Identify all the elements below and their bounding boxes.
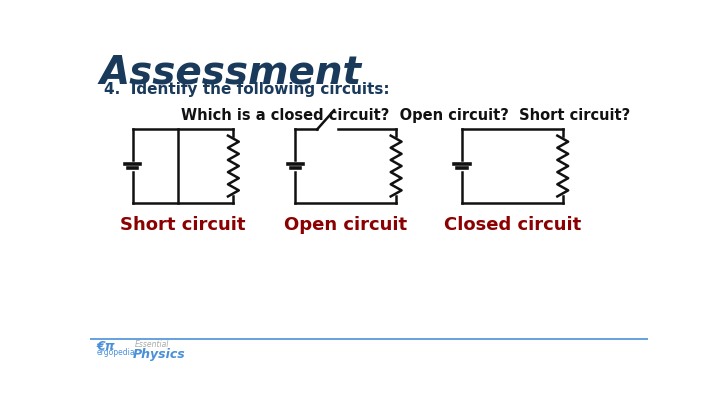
Text: Essential: Essential <box>135 341 169 350</box>
Text: Open circuit: Open circuit <box>284 216 408 234</box>
Text: Closed circuit: Closed circuit <box>444 216 581 234</box>
Text: Assessment: Assessment <box>99 54 361 92</box>
Text: Short circuit: Short circuit <box>120 216 246 234</box>
Text: Which is a closed circuit?  Open circuit?  Short circuit?: Which is a closed circuit? Open circuit?… <box>181 108 631 123</box>
Text: Physics: Physics <box>132 348 185 361</box>
Text: 4.  Identify the following circuits:: 4. Identify the following circuits: <box>104 82 390 97</box>
Text: €π: €π <box>96 341 114 354</box>
Text: ergopedia: ergopedia <box>96 348 135 357</box>
